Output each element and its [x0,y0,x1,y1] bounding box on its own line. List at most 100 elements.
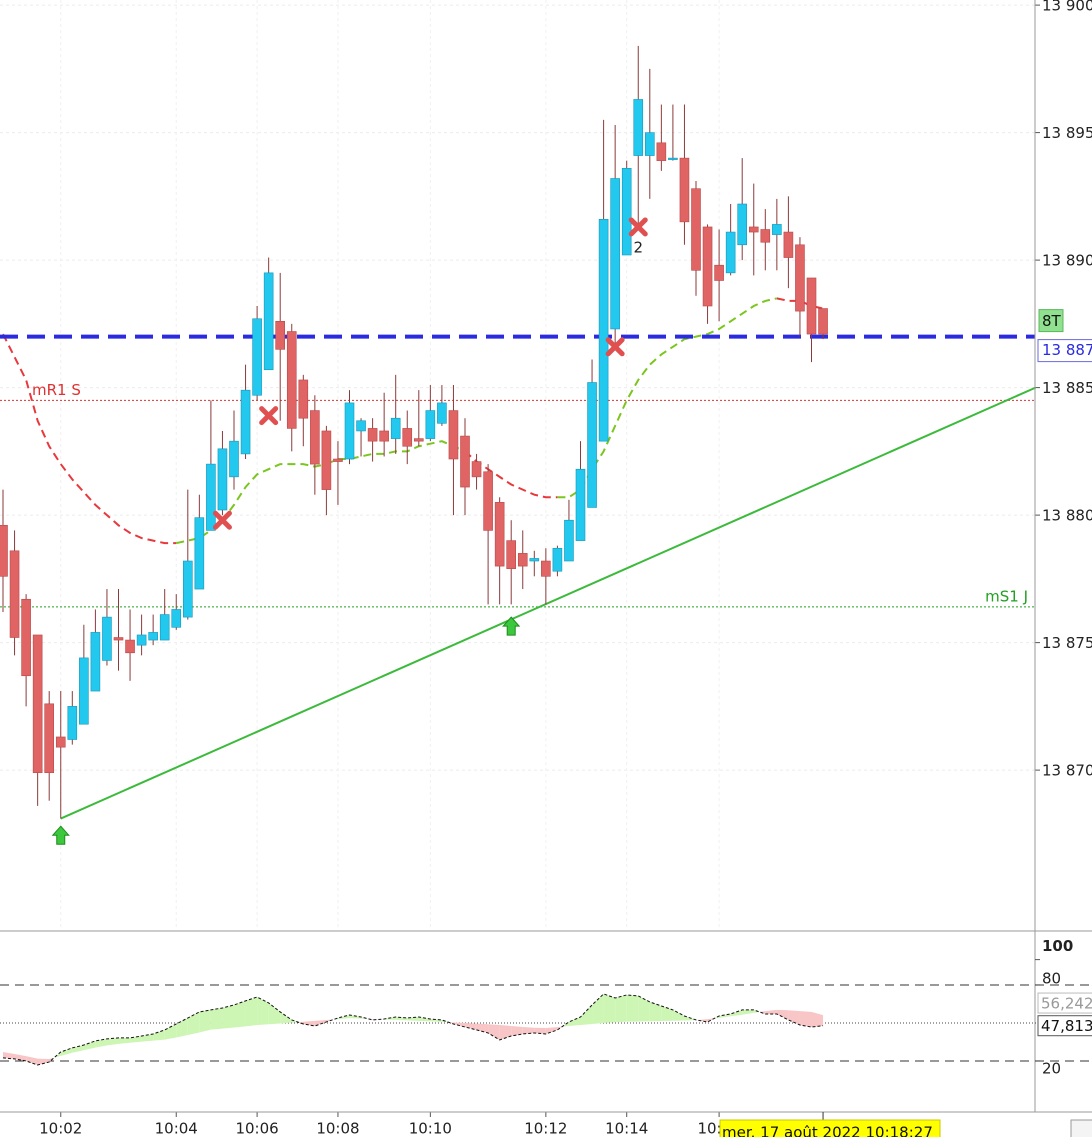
candle-body [460,435,470,488]
candle-body [206,463,216,531]
osc-fill [776,1009,789,1020]
osc-fill [26,1056,38,1066]
osc-fill [153,1029,165,1041]
osc-tick-label: 100 [1042,937,1073,955]
moving-average [2,333,177,545]
candle-body [356,420,366,432]
x-tick-label: 10:08 [316,1120,359,1137]
candle-body [194,517,205,590]
osc-fill [187,1011,200,1035]
osc-fill [730,1009,743,1017]
osc-fill [811,1011,824,1028]
candle-body [113,637,124,641]
osc-fill [568,1016,581,1026]
osc-fill [765,1009,777,1014]
candle-body [402,428,413,447]
osc-fill [95,1038,107,1048]
candle-body [275,321,286,350]
buy-arrow [51,825,70,845]
osc-fill [545,1027,558,1034]
y-tick-label: 13 880 [1042,507,1092,525]
candle-body [621,168,632,256]
osc-fill [72,1044,84,1053]
candle-body [333,458,343,462]
osc-fill [199,1009,211,1033]
osc-fill [222,1004,234,1029]
candle-body [772,224,782,235]
candle-body [679,157,690,223]
candle-body [517,553,528,567]
osc-fill [638,995,650,1022]
candle-body [125,639,135,654]
price-box [1037,339,1092,363]
x-tick-label: 10:10 [409,1120,452,1137]
osc-fill [268,1002,281,1025]
candle-body [55,736,66,748]
candle-body [252,318,262,396]
osc-fill [118,1037,131,1044]
osc-fill [349,1014,362,1019]
osc-fill [557,1026,563,1030]
candle-body [644,132,655,156]
candle-body [148,632,158,641]
y-tick-label: 13 875 [1042,634,1092,652]
candle-body [564,519,574,562]
x-tick-label: 10:12 [524,1120,567,1137]
candle-body [390,417,401,439]
candle-body [633,99,644,156]
candle-body [367,428,378,442]
y-tick-label: 13 895 [1042,124,1092,142]
osc-fill [799,1011,812,1028]
osc-line [2,993,824,1066]
y-tick-label: 13 870 [1042,762,1092,780]
corner-button[interactable] [1070,1119,1092,1137]
candle-body [240,389,251,455]
candle-body [379,430,389,442]
tag-box [1038,309,1064,333]
candle-body [183,560,193,618]
osc-fill [672,1009,685,1021]
candle-body [587,382,597,508]
osc-fill [603,993,616,1023]
candle-body [471,461,482,478]
osc-fill [615,994,627,1023]
buy-arrow [502,616,521,636]
osc-fill [234,1000,246,1028]
osc-value-box [1037,992,1092,1014]
candle-body [32,634,43,773]
candle-body [425,410,436,439]
candle-body [506,540,517,569]
candle-body [691,188,701,271]
osc-tick-label: 80 [1042,969,1061,987]
osc-fill [714,1015,720,1019]
osc-value-label: 56,242 [1041,995,1092,1013]
osc-fill [580,1004,593,1025]
candle-body [298,379,309,419]
osc-fill [245,996,258,1027]
candle-body [725,231,736,274]
candle-body [321,430,332,490]
candle-body [748,226,759,233]
osc-fill [661,1005,673,1022]
osc-fill [60,1047,73,1056]
candle-body [494,502,505,567]
osc-fill [742,1009,754,1015]
osc-fill [106,1037,119,1046]
candle-body [795,244,805,312]
candle-body [760,229,771,243]
candle-body [310,410,320,465]
tag-label: 8T [1042,312,1062,330]
candle-body [783,231,794,258]
candle-body [217,448,228,511]
osc-fill [499,1024,512,1040]
candle-body [159,614,170,641]
candle-body [714,264,724,281]
candle-body [737,203,748,246]
x-tick-label: 10:14 [605,1120,648,1137]
candle-body [668,157,678,160]
y-tick-label: 13 890 [1042,252,1092,270]
osc-fill [280,1011,292,1024]
osc-fill [511,1025,523,1036]
candle-body [229,440,239,478]
